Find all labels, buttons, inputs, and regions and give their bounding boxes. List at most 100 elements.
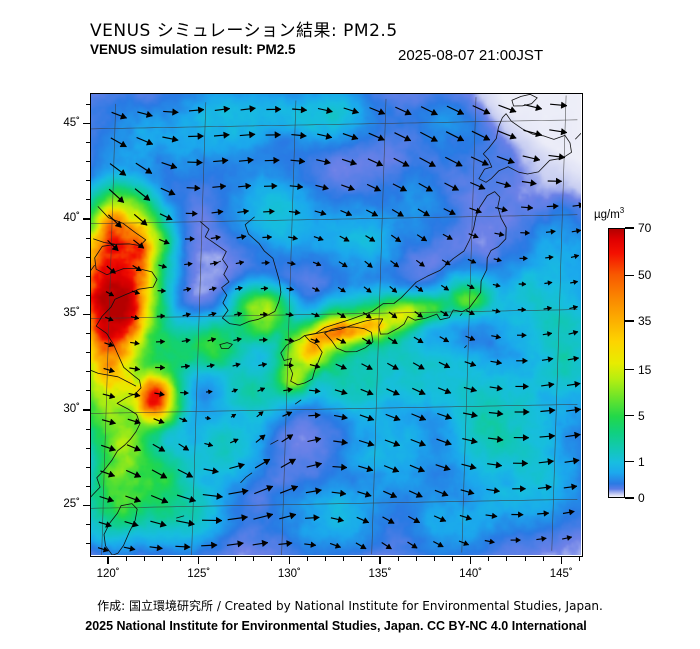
lon-label-130: 130˚ [277, 568, 301, 580]
wind-arrow-head [274, 131, 282, 139]
wind-arrow-head [314, 387, 321, 394]
lat-label-25: 25˚ [63, 498, 80, 511]
wind-arrow-head [133, 444, 142, 452]
colorbar-label-5: 5 [638, 408, 645, 423]
wind-arrow-head [314, 337, 321, 344]
lat-minor-tick [86, 161, 90, 163]
wind-arrow-head [210, 337, 217, 343]
lat-tick-40 [83, 218, 90, 220]
colorbar-tick-0 [625, 497, 634, 499]
wind-arrow-head [300, 106, 308, 114]
wind-arrow-head [444, 259, 451, 266]
wind-arrow-head [509, 106, 517, 114]
wind-arrow-head [197, 132, 204, 140]
wind-arrow-head [527, 204, 534, 211]
lat-label-45: 45˚ [63, 116, 80, 129]
wind-arrow-head [391, 287, 398, 293]
wind-arrow-head [495, 282, 501, 288]
wind-arrow-head [443, 285, 450, 291]
lon-label-145: 145˚ [549, 568, 573, 580]
wind-arrow-head [117, 195, 125, 203]
wind-arrow-head [118, 169, 127, 176]
lat-minor-tick [86, 371, 90, 373]
wind-arrow-head [259, 387, 266, 393]
wind-arrow-head [237, 285, 243, 292]
wind-arrow-head [134, 391, 141, 399]
wind-arrow-head [351, 107, 360, 115]
wind-arrow-head [297, 183, 304, 191]
lon-minor-tick [252, 557, 254, 561]
wind-arrow-head [215, 234, 221, 241]
wind-arrow-head [375, 159, 384, 167]
wind-arrow-head [573, 355, 580, 362]
wind-arrow-head [349, 158, 358, 166]
wind-arrow-head [548, 406, 556, 415]
wind-arrow-head [160, 364, 166, 371]
wind-arrow-head [509, 132, 517, 140]
wind-arrow-head [236, 336, 242, 343]
wind-arrow-head [472, 232, 479, 239]
wind-arrow-head [417, 312, 424, 318]
wind-arrow-head [444, 438, 452, 446]
wind-arrow-head [347, 184, 355, 192]
wind-vector-field [97, 101, 581, 553]
lon-label-120: 120˚ [96, 568, 120, 580]
wind-arrow-head [578, 202, 581, 209]
wind-arrow-head [108, 367, 115, 374]
wind-arrow-head [366, 364, 373, 370]
wind-arrow-head [469, 284, 475, 290]
lon-minor-tick [270, 557, 272, 561]
wind-arrow-head [314, 312, 320, 318]
lat-minor-tick [86, 390, 90, 392]
wind-arrow-head [108, 291, 115, 297]
wind-arrow-head [504, 181, 512, 189]
wind-arrow-head [411, 542, 418, 549]
wind-arrow-head [495, 308, 501, 314]
wind-arrow-head [275, 105, 282, 114]
wind-arrow-head [341, 388, 348, 396]
wind-arrow-head [134, 418, 141, 425]
wind-arrow-head [533, 155, 541, 163]
wind-arrow-head [163, 238, 170, 245]
wind-arrow-head [463, 540, 470, 546]
lat-minor-tick [86, 466, 90, 468]
wind-arrow-head [548, 254, 554, 261]
wind-arrow-head [365, 313, 372, 319]
wind-arrow-head [186, 286, 192, 293]
lon-minor-tick [234, 557, 236, 561]
wind-arrow-head [341, 413, 348, 421]
wind-arrow-head [161, 263, 168, 269]
wind-arrow-head [495, 461, 503, 469]
wind-arrow-head [530, 179, 537, 187]
wind-arrow-head [418, 439, 427, 447]
lon-minor-tick [542, 557, 544, 561]
wind-arrow-head [469, 335, 476, 342]
wind-arrow-head [442, 336, 450, 343]
wind-arrow-head [237, 540, 245, 548]
lat-minor-tick [86, 275, 90, 277]
wind-arrow-head [215, 516, 223, 525]
wind-arrow-head [208, 389, 213, 395]
wind-arrow-head [548, 381, 555, 389]
wind-arrow-head [108, 316, 114, 322]
wind-arrow-head [573, 279, 579, 285]
lat-minor-tick [86, 352, 90, 354]
wind-arrow-head [171, 135, 179, 143]
lon-minor-tick [506, 557, 508, 561]
wind-arrow-head [189, 235, 196, 242]
wind-arrow-head [232, 438, 239, 444]
wind-arrow-head [290, 485, 299, 492]
wind-arrow-head [469, 463, 477, 471]
wind-arrow-head [114, 220, 122, 228]
wind-arrow-head [359, 543, 367, 550]
wind-arrow-head [417, 337, 424, 344]
wind-arrow-head [451, 184, 460, 191]
wind-arrow-head [322, 183, 329, 191]
wind-arrow-head [289, 286, 295, 292]
colorbar [608, 228, 625, 498]
wind-arrow-head [393, 440, 401, 447]
wind-arrow-head [524, 229, 531, 236]
wind-arrow-head [417, 286, 424, 292]
lat-minor-tick [86, 447, 90, 449]
wind-arrow-head [491, 512, 498, 519]
